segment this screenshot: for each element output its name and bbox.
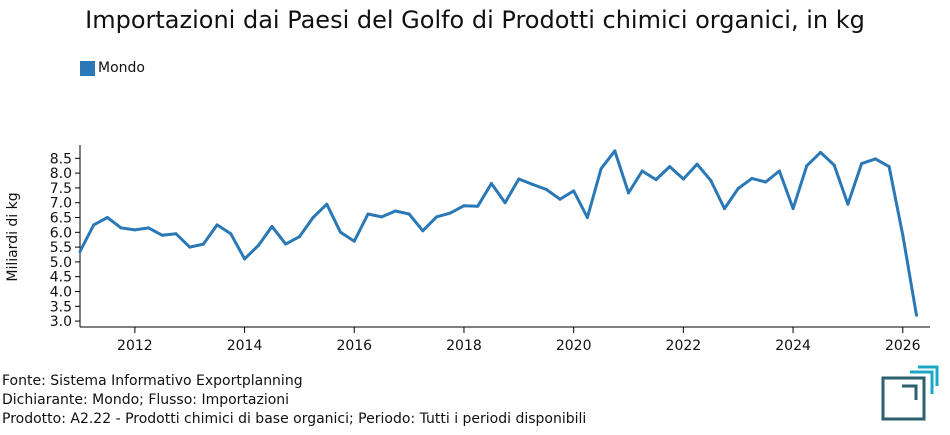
data-point (407, 212, 411, 216)
x-tick-label: 2016 (336, 338, 372, 354)
line-chart: 3.03.54.04.55.05.56.06.57.07.58.08.5 2012… (5, 145, 930, 354)
legend-label-mondo: Mondo (98, 60, 145, 76)
x-tick-label: 2026 (885, 338, 921, 354)
x-tick-label: 2020 (556, 338, 592, 354)
data-point (723, 207, 726, 211)
source-notes: Fonte: Sistema Informativo Exportplannin… (2, 372, 586, 429)
data-point (325, 202, 329, 206)
data-point (133, 228, 137, 232)
data-point (750, 176, 754, 180)
y-tick-label: 3.0 (50, 314, 72, 330)
data-point (297, 235, 301, 239)
x-tick-label: 2018 (446, 338, 482, 354)
data-point (613, 149, 617, 153)
data-point (311, 216, 315, 219)
data-point (229, 232, 233, 236)
data-point (78, 250, 82, 253)
data-point (393, 209, 397, 213)
x-tick-label: 2024 (775, 338, 811, 354)
y-tick-label: 5.5 (50, 240, 72, 256)
legend: Mondo (80, 60, 145, 76)
x-tick-label: 2014 (227, 338, 263, 354)
data-point (380, 215, 384, 219)
source-line: Fonte: Sistema Informativo Exportplannin… (2, 373, 303, 389)
data-point (901, 233, 905, 237)
data-point (791, 207, 795, 211)
data-point (558, 197, 562, 201)
data-point (256, 244, 260, 248)
data-point (846, 202, 850, 206)
data-point (366, 212, 370, 216)
data-point (503, 201, 507, 205)
declarant-line: Dichiarante: Mondo; Flusso: Importazioni (2, 392, 290, 408)
x-tick-label: 2012 (117, 338, 153, 354)
y-tick-label: 4.0 (50, 284, 72, 300)
data-point (887, 165, 891, 169)
data-point (215, 223, 219, 227)
data-point (92, 223, 96, 227)
data-point (105, 216, 109, 219)
data-point (489, 182, 493, 185)
series-line-mondo (78, 149, 918, 316)
data-point (873, 157, 877, 161)
y-tick-label: 7.0 (50, 196, 72, 212)
data-point (119, 226, 123, 230)
y-tick-label: 8.5 (50, 151, 72, 167)
data-point (805, 164, 809, 168)
y-tick-label: 8.0 (50, 166, 72, 182)
data-point (695, 162, 699, 166)
data-point (585, 216, 589, 219)
data-point (476, 204, 480, 208)
product-line: Prodotto: A2.22 - Prodotti chimici di ba… (2, 411, 587, 427)
data-point (462, 204, 466, 208)
data-point (339, 230, 342, 234)
data-point (599, 167, 603, 171)
data-point (640, 169, 644, 173)
data-point (174, 232, 178, 236)
data-point (860, 162, 864, 166)
data-point (188, 245, 192, 249)
chart-title: Importazioni dai Paesi del Golfo di Prod… (85, 6, 865, 34)
data-point (352, 239, 356, 243)
data-point (270, 224, 274, 228)
data-point (544, 187, 548, 191)
data-point (915, 313, 918, 317)
legend-swatch-mondo (80, 60, 95, 76)
y-tick-label: 5.0 (50, 255, 72, 271)
exportplanning-logo (881, 365, 939, 421)
data-point (681, 177, 685, 181)
y-axis-label: Miliardi di kg (5, 192, 21, 281)
data-point (668, 165, 672, 169)
data-point (147, 226, 151, 230)
data-point (572, 189, 576, 193)
data-point (517, 177, 521, 181)
data-point (627, 191, 630, 195)
data-point (736, 187, 740, 190)
data-point (284, 242, 288, 246)
x-tick-label: 2022 (666, 338, 702, 354)
data-point (243, 257, 247, 261)
y-tick-label: 3.5 (50, 299, 72, 315)
y-tick-label: 6.0 (50, 225, 72, 241)
data-point (531, 182, 534, 186)
data-point (654, 178, 658, 182)
data-point (764, 180, 768, 184)
data-point (201, 242, 205, 246)
data-point (421, 229, 425, 233)
data-point (709, 179, 713, 182)
data-point (819, 150, 822, 154)
data-point (777, 169, 781, 173)
data-point (160, 233, 164, 237)
y-tick-label: 6.5 (50, 211, 72, 227)
data-point (435, 215, 438, 219)
y-tick-label: 7.5 (50, 181, 72, 197)
data-point (448, 211, 452, 215)
y-tick-label: 4.5 (50, 270, 72, 286)
data-point (832, 163, 836, 167)
